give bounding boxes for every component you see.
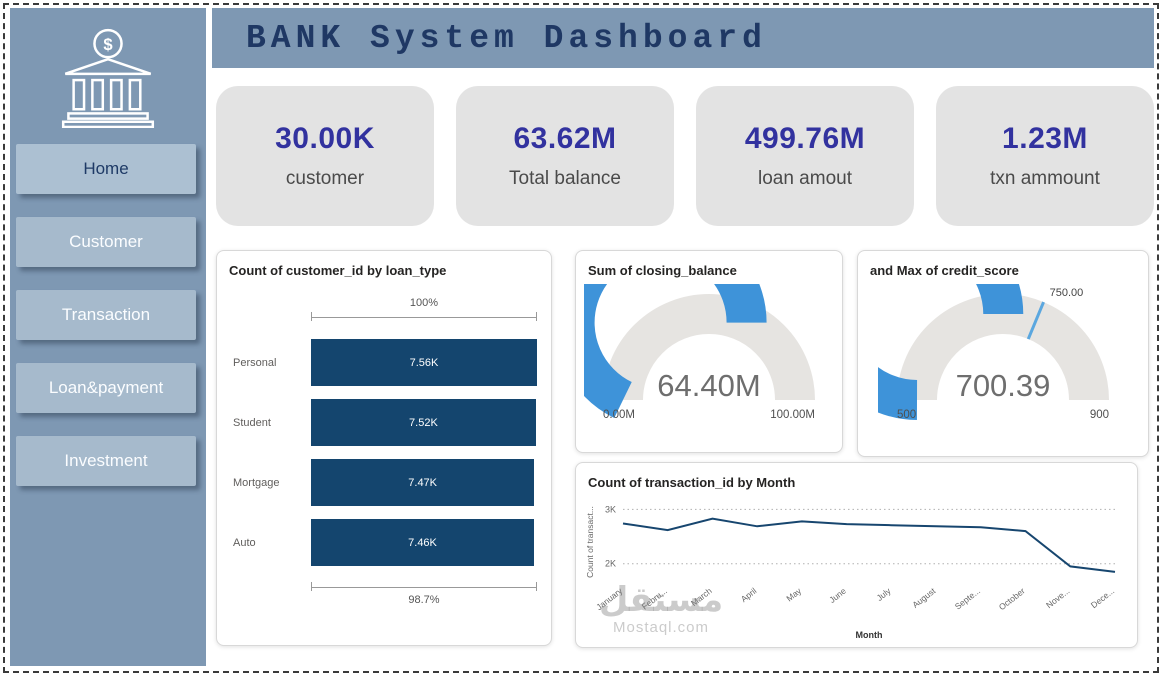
gauge-track-arc <box>897 294 1109 401</box>
sidebar-item-loan-payment[interactable]: Loan&payment <box>16 363 196 413</box>
kpi-value: 63.62M <box>513 122 617 155</box>
x-tick-label: March <box>689 586 714 609</box>
x-tick-label: Nove... <box>1044 586 1071 610</box>
bar-row: Student 7.52K <box>233 399 537 446</box>
bottom-bracket-line <box>311 582 537 591</box>
x-tick-label: August <box>910 585 938 610</box>
kpi-value: 499.76M <box>744 122 866 155</box>
sidebar-menu: Home Customer Transaction Loan&payment Inves… <box>10 144 206 486</box>
gauge-max-label: 100.00M <box>770 409 815 421</box>
x-tick-label: January <box>594 585 625 612</box>
bar-row: Personal 7.56K <box>233 339 537 386</box>
x-tick-label: Febru... <box>640 586 669 612</box>
x-tick-label: October <box>997 586 1027 613</box>
bar-category-label: Student <box>233 416 271 429</box>
kpi-card-txn-ammount: 1.23M txn ammount <box>936 86 1154 226</box>
bar-track: 7.56K <box>311 339 537 386</box>
sidebar-item-transaction[interactable]: Transaction <box>16 290 196 340</box>
closing-balance-gauge[interactable]: 64.40M 0.00M 100.00M <box>584 284 834 426</box>
kpi-label: customer <box>285 168 365 189</box>
line-chart-card: Count of transaction_id by Month 2K 3K Jan… <box>575 462 1138 648</box>
top-bracket-label: 100% <box>409 297 439 309</box>
gauge-min-label: 500 <box>897 409 916 421</box>
header: BANK System Dashboard <box>212 8 1154 68</box>
y-tick-label: 2K <box>605 559 616 569</box>
x-tick-label: July <box>875 585 894 603</box>
kpi-value: 1.23M <box>1002 122 1088 155</box>
x-tick-label: Dece... <box>1089 586 1116 610</box>
bar-category-label: Personal <box>233 356 277 369</box>
bar-chart-card: Count of customer_id by loan_type 100% P… <box>216 250 552 646</box>
kpi-row: 30.00K customer 63.62M Total balance 499.76M… <box>216 86 1154 226</box>
gauge-target-label: 750.00 <box>1050 287 1084 299</box>
kpi-value: 30.00K <box>275 122 375 155</box>
svg-text:$: $ <box>103 35 113 54</box>
x-tick-label: May <box>784 585 803 603</box>
bar-value-label: 7.56K <box>409 356 439 369</box>
bar[interactable]: 7.47K <box>311 459 535 506</box>
bottom-bracket-label: 98.7% <box>408 594 440 606</box>
x-axis-title: Month <box>856 630 883 640</box>
transactions-line-chart[interactable]: 2K 3K January Febru... March April May June July… <box>583 492 1130 644</box>
bar-track: 7.47K <box>311 459 537 506</box>
gauge-min-label: 0.00M <box>603 409 635 421</box>
closing-balance-gauge-title: Sum of closing_balance <box>588 263 737 278</box>
kpi-label: loan amout <box>757 168 852 189</box>
kpi-card-customer: 30.00K customer <box>216 86 434 226</box>
bar-value-label: 7.47K <box>408 476 438 489</box>
sidebar: $ Home Customer Transaction Loan&payment Inv… <box>10 8 206 666</box>
closing-balance-gauge-card: Sum of closing_balance 64.40M 0.00M 100.00… <box>575 250 843 453</box>
bar-value-label: 7.46K <box>408 536 437 549</box>
gauge-value-label: 64.40M <box>657 368 760 403</box>
bar-chart-title: Count of customer_id by loan_type <box>229 263 447 278</box>
bar[interactable]: 7.56K <box>311 339 537 386</box>
x-tick-label: Septe... <box>953 586 982 612</box>
gauge-max-label: 900 <box>1090 409 1109 421</box>
bar[interactable]: 7.46K <box>311 519 535 566</box>
y-tick-label: 3K <box>605 504 616 514</box>
y-axis-title: Count of transact... <box>585 506 595 578</box>
gauge-value-label: 700.39 <box>956 368 1051 403</box>
top-bracket: 100% <box>311 294 537 321</box>
kpi-card-total-balance: 63.62M Total balance <box>456 86 674 226</box>
bottom-bracket: 98.7% <box>311 582 537 609</box>
x-tick-label: June <box>827 586 848 605</box>
x-tick-label: April <box>739 586 759 604</box>
bar-value-label: 7.52K <box>409 416 438 429</box>
bar-category-label: Auto <box>233 536 256 549</box>
top-bracket-line <box>311 312 537 321</box>
credit-score-gauge-card: and Max of credit_score 750.00 700.39 500 9… <box>857 250 1149 457</box>
bank-icon: $ <box>61 28 155 128</box>
bar-track: 7.46K <box>311 519 537 566</box>
transactions-line[interactable] <box>622 517 1116 573</box>
kpi-label: txn ammount <box>990 168 1100 189</box>
credit-score-gauge[interactable]: 750.00 700.39 500 900 <box>878 284 1128 426</box>
bank-logo-icon: $ <box>44 24 172 132</box>
gauge-target-marker <box>1026 301 1045 340</box>
page-title: BANK System Dashboard <box>246 19 767 57</box>
kpi-label: Total balance <box>509 168 621 189</box>
kpi-card-loan-amout: 499.76M loan amout <box>696 86 914 226</box>
bar-row: Mortgage 7.47K <box>233 459 537 506</box>
bar-row: Auto 7.46K <box>233 519 537 566</box>
sidebar-item-investment[interactable]: Investment <box>16 436 196 486</box>
line-chart-title: Count of transaction_id by Month <box>588 475 796 490</box>
bar-category-label: Mortgage <box>233 476 280 489</box>
bar-track: 7.52K <box>311 399 537 446</box>
bar-rows: Personal 7.56K Student 7.52K Mortgage 7.47K Au… <box>233 339 537 566</box>
sidebar-item-customer[interactable]: Customer <box>16 217 196 267</box>
sidebar-item-home[interactable]: Home <box>16 144 196 194</box>
credit-score-gauge-title: and Max of credit_score <box>870 263 1019 278</box>
bar[interactable]: 7.52K <box>311 399 536 446</box>
gauge-track-arc <box>603 294 815 401</box>
